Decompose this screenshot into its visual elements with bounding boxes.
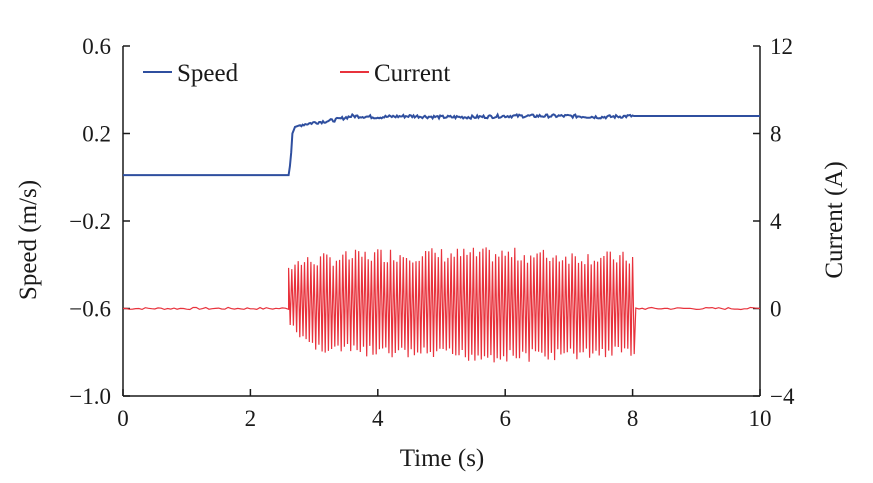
x-tick-label: 2	[245, 406, 257, 431]
y-right-tick-label: −4	[770, 384, 795, 409]
series-line-current	[122, 247, 761, 363]
y-left-tick-label: −1.0	[69, 384, 111, 409]
ticks: 0 2 4 6 8 10 0.6 0.2 −0.2 −0.6 −1.0 12 8 4 0 −4	[69, 34, 795, 431]
y-right-tick-label: 12	[770, 34, 793, 59]
y-axis-title-left: Speed (m/s)	[15, 180, 42, 300]
y-left-tick-label: −0.6	[69, 297, 111, 322]
x-tick-label: 6	[499, 406, 511, 431]
y-right-tick-label: 0	[770, 297, 782, 322]
legend-label-current: Current	[374, 60, 450, 87]
x-tick-label: 8	[627, 406, 639, 431]
x-tick-label: 4	[372, 406, 384, 431]
y-left-tick-label: −0.2	[69, 209, 111, 234]
legend: Speed Current	[143, 60, 450, 87]
y-left-tick-label: 0.6	[82, 34, 111, 59]
x-tick-label: 10	[749, 406, 772, 431]
axes	[122, 46, 761, 397]
y-right-tick-label: 4	[770, 209, 782, 234]
y-right-tick-label: 8	[770, 122, 782, 147]
series-line-speed	[123, 112, 760, 177]
x-tick-label: 0	[117, 406, 129, 431]
y-left-tick-label: 0.2	[82, 122, 111, 147]
y-axis-title-right: Current (A)	[821, 161, 848, 278]
x-axis-title: Time (s)	[400, 445, 485, 472]
series-layer	[122, 112, 761, 363]
legend-label-speed: Speed	[177, 60, 239, 87]
